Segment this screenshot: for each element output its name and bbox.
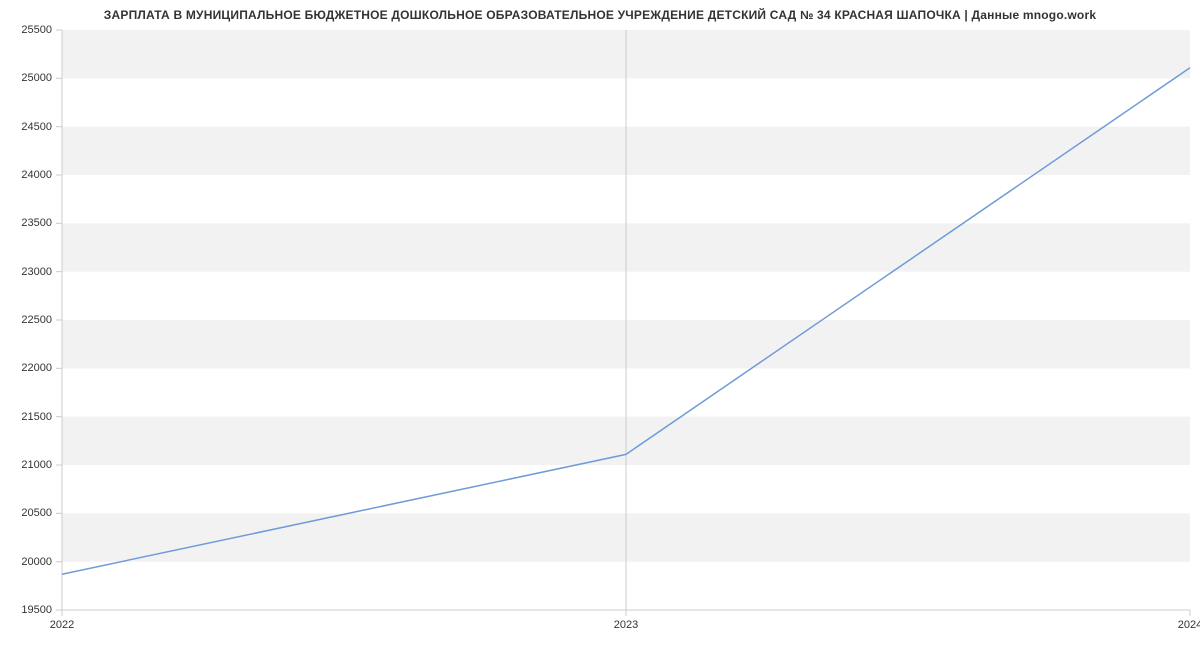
y-tick-label: 22000 xyxy=(0,362,52,374)
y-tick-label: 20500 xyxy=(0,507,52,519)
y-tick-label: 21000 xyxy=(0,459,52,471)
chart-plot xyxy=(0,0,1200,650)
x-tick-label: 2022 xyxy=(50,619,74,631)
y-tick-label: 23500 xyxy=(0,217,52,229)
y-tick-label: 20000 xyxy=(0,556,52,568)
x-tick-label: 2024 xyxy=(1178,619,1200,631)
y-tick-label: 19500 xyxy=(0,604,52,616)
y-tick-label: 24000 xyxy=(0,169,52,181)
y-tick-label: 21500 xyxy=(0,411,52,423)
y-tick-label: 25500 xyxy=(0,24,52,36)
y-tick-label: 23000 xyxy=(0,266,52,278)
y-tick-label: 25000 xyxy=(0,72,52,84)
y-tick-label: 22500 xyxy=(0,314,52,326)
chart-container: ЗАРПЛАТА В МУНИЦИПАЛЬНОЕ БЮДЖЕТНОЕ ДОШКО… xyxy=(0,0,1200,650)
y-tick-label: 24500 xyxy=(0,121,52,133)
x-tick-label: 2023 xyxy=(614,619,638,631)
